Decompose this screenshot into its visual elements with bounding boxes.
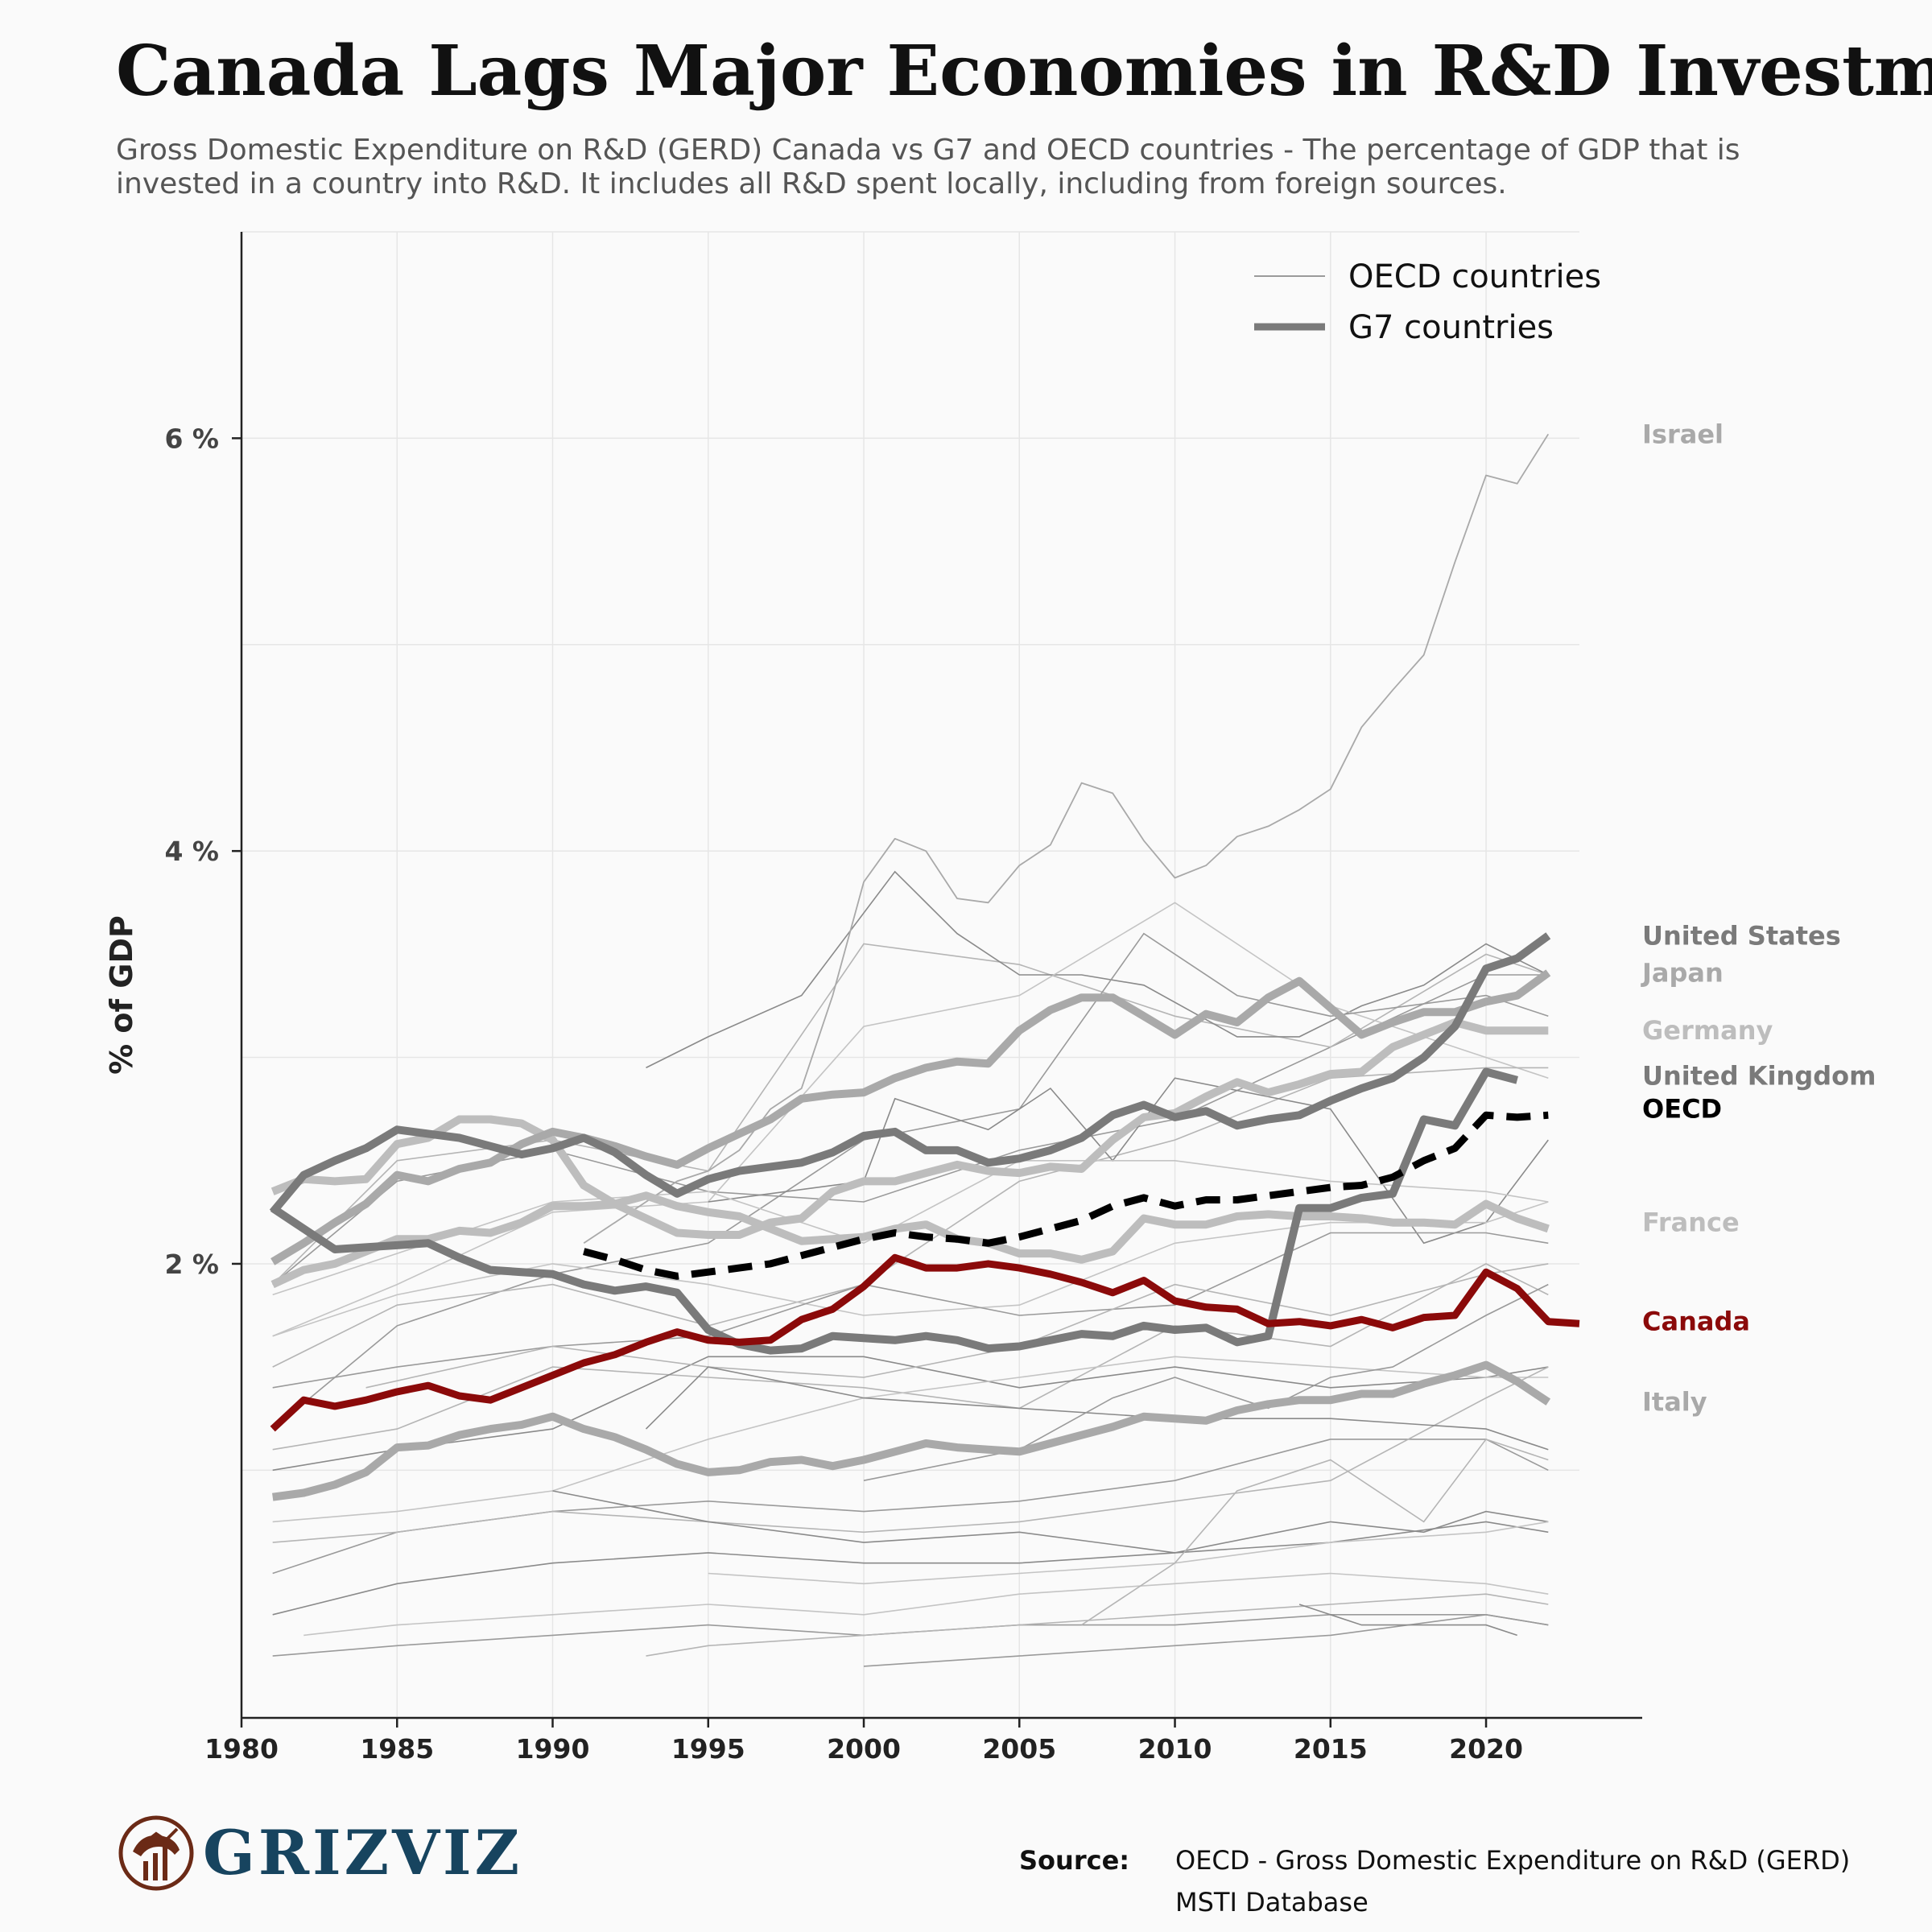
oecd-country-line: [646, 870, 1549, 1069]
x-tick-label: 2000: [827, 1733, 901, 1765]
chart-subtitle-line-1: Gross Domestic Expenditure on R&D (GERD)…: [116, 134, 1740, 167]
united-states-label: United States: [1642, 920, 1841, 951]
highlighted-lines: [269, 433, 1580, 1501]
source-line-2: MSTI Database: [1175, 1887, 1368, 1918]
chart-title: Canada Lags Major Economies in R&D Inves…: [116, 31, 1932, 112]
x-tick-label: 2020: [1449, 1733, 1523, 1765]
france-line: [270, 1191, 1550, 1289]
x-tick-label: 1985: [360, 1733, 434, 1765]
germany-label: Germany: [1642, 1015, 1773, 1046]
country-labels: Israel United States Japan Germany United Ki…: [1641, 419, 1876, 1417]
oecd-country-line: [272, 1356, 1549, 1472]
source-label: Source:: [1019, 1845, 1129, 1876]
chart-subtitle-line-2: invested in a country into R&D. It inclu…: [116, 167, 1507, 200]
oecd-country-line: [272, 943, 1549, 1286]
y-axis-label: % of GDP: [104, 915, 139, 1075]
canada-line: [270, 1253, 1580, 1432]
oecd-country-line: [646, 1593, 1549, 1657]
y-tick-label: 6 %: [164, 423, 219, 454]
oecd-country-lines: [272, 870, 1549, 1667]
france-label: France: [1642, 1208, 1740, 1238]
oecd-country-line: [863, 1613, 1549, 1667]
bear-logo-icon: [118, 1815, 194, 1891]
x-tick-label: 1990: [516, 1733, 590, 1765]
legend-g7-label: G7 countries: [1348, 309, 1554, 346]
oecd-country-line: [1081, 1438, 1549, 1626]
oecd-label: OECD: [1642, 1094, 1722, 1125]
italy-label: Italy: [1642, 1387, 1707, 1418]
oecd-country-line: [863, 1283, 1549, 1481]
oecd-country-line: [303, 1572, 1549, 1637]
germany-line: [270, 1018, 1549, 1239]
oecd-country-line: [272, 1232, 1549, 1389]
x-tick-label: 2005: [982, 1733, 1056, 1765]
oecd-country-line: [645, 1366, 1549, 1451]
brand-name: GRIZVIZ: [203, 1817, 522, 1889]
japan-line: [270, 969, 1551, 1265]
grizviz-logo: GRIZVIZ: [118, 1815, 522, 1891]
oecd-country-line: [272, 1356, 1549, 1523]
source-line-1: OECD - Gross Domestic Expenditure on R&D…: [1175, 1845, 1850, 1876]
united-kingdom-line: [270, 1067, 1518, 1355]
oecd-country-line: [272, 1366, 1549, 1543]
oecd-country-line: [272, 1263, 1549, 1451]
x-tick-label: 1995: [671, 1733, 745, 1765]
oecd-line: [583, 1111, 1549, 1280]
oecd-country-line: [708, 1521, 1549, 1585]
united-kingdom-label: United Kingdom: [1642, 1061, 1876, 1092]
oecd-country-line: [272, 1160, 1549, 1296]
y-tick-label: 2 %: [164, 1249, 219, 1280]
japan-label: Japan: [1641, 957, 1724, 988]
y-tick-label: 4 %: [164, 836, 219, 867]
oecd-country-line: [552, 1490, 1549, 1554]
israel-label: Israel: [1642, 419, 1724, 449]
italy-line: [272, 1360, 1551, 1501]
oecd-country-line: [272, 902, 1549, 1337]
x-tick-label: 2010: [1138, 1733, 1212, 1765]
x-tick-label: 1980: [204, 1733, 279, 1765]
grid: [241, 231, 1579, 1718]
oecd-country-line: [272, 1521, 1549, 1616]
oecd-country-line: [1298, 1604, 1517, 1637]
canada-label: Canada: [1642, 1307, 1750, 1337]
united-states-line: [269, 932, 1551, 1216]
legend-oecd-label: OECD countries: [1348, 258, 1601, 295]
x-tick-label: 2015: [1294, 1733, 1368, 1765]
oecd-country-line: [272, 1439, 1549, 1575]
legend: OECD countries G7 countries: [1254, 258, 1601, 346]
axes: 1980 1985 1990 1995 2000 2005 2010 2015 2020 2 % 4…: [164, 232, 1642, 1765]
israel-line: [583, 433, 1550, 1245]
